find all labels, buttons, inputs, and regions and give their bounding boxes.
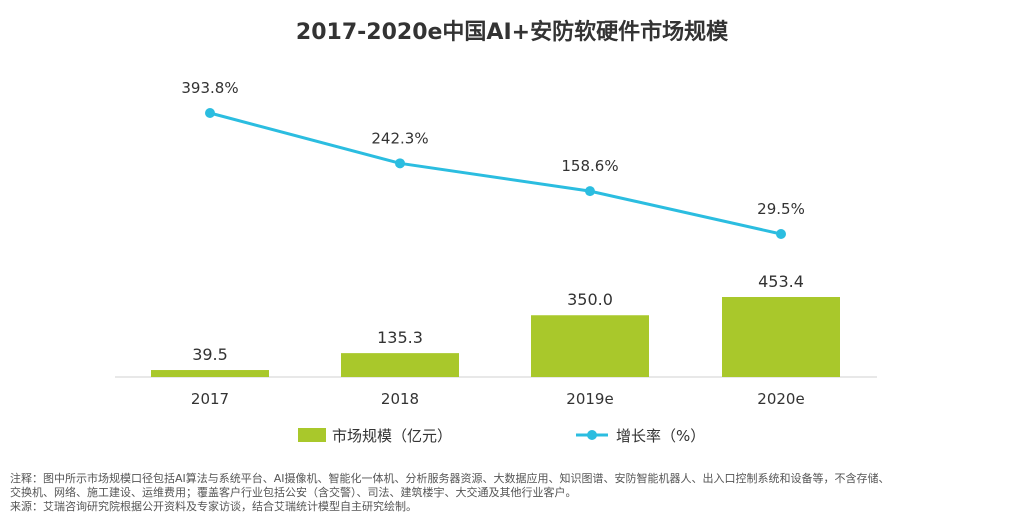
bar-2018	[341, 353, 459, 377]
x-tick-2017: 2017	[191, 390, 229, 408]
bar-label-2020e: 453.4	[758, 272, 804, 291]
growth-label-2019e: 158.6%	[561, 157, 618, 175]
growth-point-2018	[395, 158, 405, 169]
note-line-3: 来源：艾瑞咨询研究院根据公开资料及专家访谈，结合艾瑞统计模型自主研究绘制。	[10, 500, 417, 513]
growth-point-2019e	[585, 186, 595, 197]
legend-swatch-line-point	[587, 430, 597, 440]
bar-label-2018: 135.3	[377, 328, 423, 347]
legend-label-bar: 市场规模（亿元）	[332, 427, 452, 445]
growth-point-2020e	[776, 229, 786, 239]
growth-line	[209, 111, 782, 236]
bar-2017	[151, 370, 269, 377]
x-tick-2020e: 2020e	[757, 390, 804, 408]
chart-title: 2017-2020e中国AI+安防软硬件市场规模	[295, 20, 729, 45]
x-tick-2018: 2018	[381, 390, 419, 408]
legend-swatch-bar	[298, 428, 326, 442]
bar-2019e	[531, 315, 649, 377]
bar-label-2019e: 350.0	[567, 290, 613, 309]
note-line-2: 交换机、网络、施工建设、运维费用；覆盖客户行业包括公安（含交警）、司法、建筑楼宇…	[10, 486, 577, 499]
notes: 注释：图中所示市场规模口径包括AI算法与系统平台、AI摄像机、智能化一体机、分析…	[10, 472, 1015, 514]
growth-label-2020e: 29.5%	[757, 200, 805, 218]
chart-svg: 39.5 2017 135.3 2018 350.0 2019e 453.4 2020e 393…	[115, 79, 877, 445]
legend-label-line: 增长率（%）	[616, 427, 705, 445]
growth-label-2017: 393.8%	[181, 79, 238, 97]
x-tick-2019e: 2019e	[566, 390, 613, 408]
bar-2020e	[722, 297, 840, 377]
bar-label-2017: 39.5	[192, 345, 228, 364]
note-line-1: 注释：图中所示市场规模口径包括AI算法与系统平台、AI摄像机、智能化一体机、分析…	[10, 472, 890, 485]
growth-point-2017	[205, 108, 215, 118]
growth-label-2018: 242.3%	[371, 129, 428, 147]
